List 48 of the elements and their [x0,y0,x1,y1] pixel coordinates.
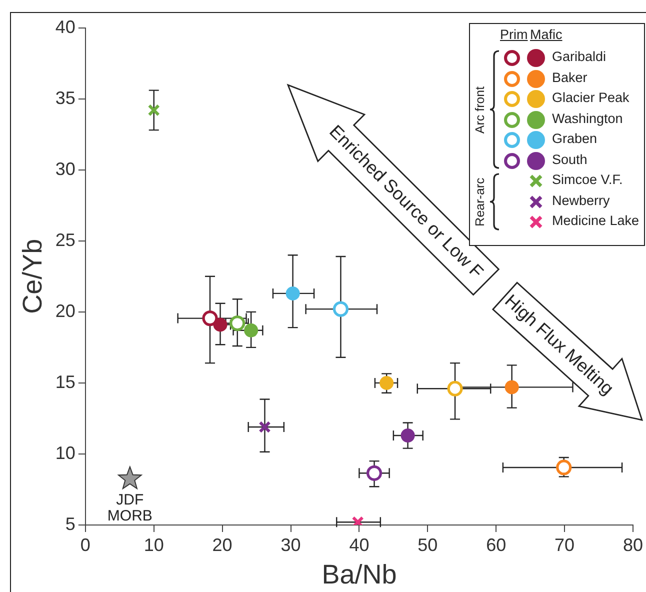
y-tick-label: 5 [65,514,76,534]
y-tick-label: 40 [55,16,76,37]
point [202,310,218,326]
y-tick-label: 35 [55,88,76,108]
legend-label: South [552,152,588,166]
point [556,460,572,476]
point [400,428,415,443]
y-tick-label: 20 [55,300,76,321]
x-tick-label: 60 [486,534,506,555]
x-axis-title: Ba/Nb [322,559,397,590]
legend-label: Garibaldi [552,49,606,64]
point [447,380,463,396]
point [213,318,228,332]
x-tick-label: 30 [280,534,301,555]
y-tick-label: 25 [55,230,76,250]
point [148,104,160,116]
point [118,466,142,490]
legend-label: Glacier Peak [552,90,630,105]
point [286,286,300,300]
point [366,465,382,481]
legend-label: Medicine Lake [552,213,640,228]
point [332,301,349,317]
annotation: Arc front [473,86,487,134]
point [258,420,271,434]
legend-label: Baker [552,70,588,84]
y-tick-label: 15 [55,372,76,392]
legend-label: Simcoe V.F. [552,172,623,187]
series-label: JDF MORB [107,491,152,524]
x-tick-label: 0 [80,534,90,555]
point [244,323,258,338]
point [504,380,519,394]
legend-label: Washington [552,110,623,126]
annotation: Mafic [530,27,562,42]
y-axis-title: Ce/Yb [18,238,48,314]
x-tick-label: 80 [622,534,644,555]
annotation: Prim [500,27,528,42]
y-tick-label: 30 [55,158,76,179]
y-tick-label: 10 [55,442,76,463]
x-tick-label: 70 [554,534,575,555]
x-tick-label: 40 [349,534,370,555]
point [380,376,394,390]
legend-label: Graben [552,131,598,146]
annotation: Rear-arc [473,177,487,226]
legend-label: Newberry [552,192,610,208]
x-tick-label: 20 [212,534,232,555]
point [230,315,246,332]
x-tick-label: 10 [144,534,164,555]
x-tick-label: 50 [418,534,438,555]
